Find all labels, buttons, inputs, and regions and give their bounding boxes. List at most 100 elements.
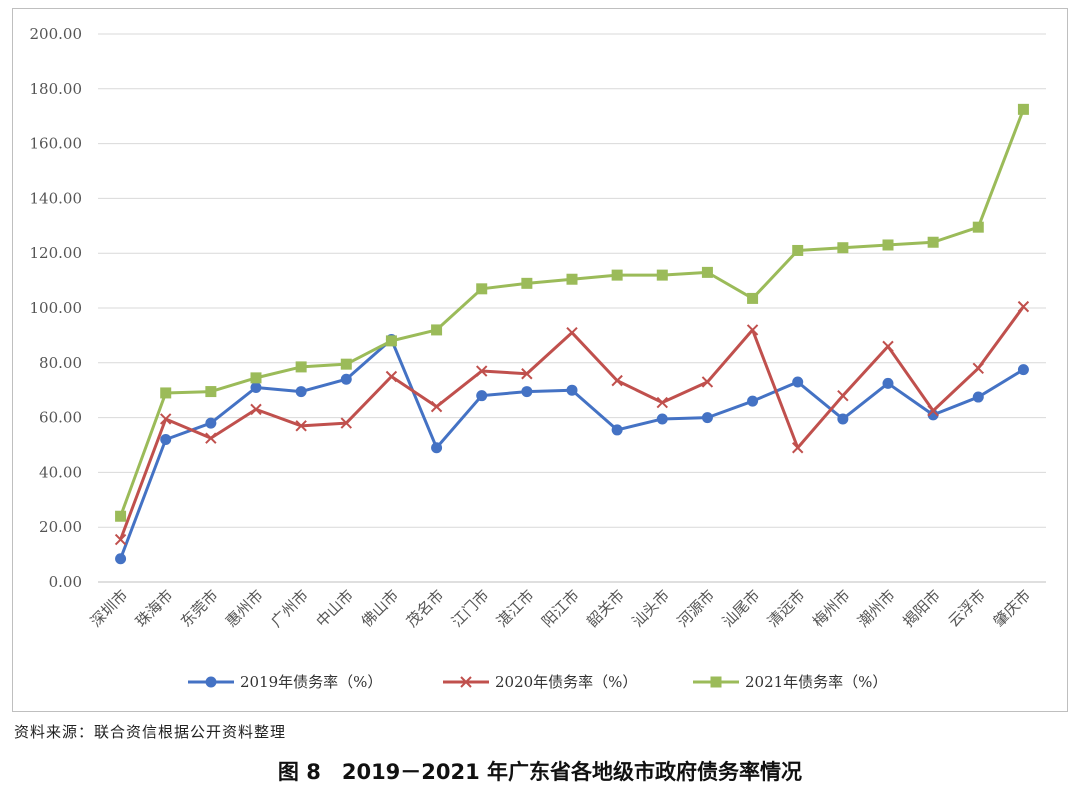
data-point [250,372,262,384]
data-point [340,373,352,385]
data-point [701,412,713,424]
legend-marker [205,676,217,688]
x-tick-label: 清远市 [764,586,809,631]
data-point [160,434,172,446]
data-point [250,381,262,393]
data-point [295,361,307,373]
legend-marker [460,676,472,688]
series-line-3 [119,108,1025,517]
source-note: 资料来源：联合资信根据公开资料整理 [14,723,287,741]
data-point [476,390,488,402]
data-point [972,221,984,233]
x-tick-label: 东莞市 [177,586,222,631]
x-tick-label: 阳江市 [538,586,583,631]
data-point [972,362,984,374]
data-point [972,391,984,403]
x-tick-label: 江门市 [448,586,493,631]
data-point [611,424,623,436]
data-point [205,386,217,398]
data-point [701,266,713,278]
data-point [1017,103,1029,115]
x-tick-label: 梅州市 [809,586,854,631]
x-tick-label: 潮州市 [854,586,899,631]
y-tick-label: 0.00 [49,573,82,591]
data-point [340,358,352,370]
x-tick-label: 广州市 [267,586,312,631]
data-point [205,417,217,429]
x-tick-label: 汕头市 [629,586,674,631]
x-tick-label: 肇庆市 [990,586,1035,631]
data-point [927,236,939,248]
data-point [385,370,398,383]
data-point [521,277,533,289]
data-point [566,326,578,339]
x-tick-label: 河源市 [674,586,719,631]
y-tick-label: 80.00 [39,354,82,372]
x-tick-label: 韶关市 [583,586,628,631]
data-point [656,413,668,425]
y-tick-label: 160.00 [30,135,83,153]
data-point [792,442,804,454]
data-point [927,405,939,417]
data-point [611,374,623,387]
data-point [295,420,307,432]
data-point [250,403,262,416]
series-line-2 [119,305,1025,541]
data-point [521,368,533,380]
y-tick-label: 40.00 [39,463,82,481]
data-point [205,432,217,444]
data-point [611,269,623,281]
legend-label: 2019年债务率（%） [240,673,382,691]
y-tick-label: 100.00 [30,299,83,317]
data-point [385,335,397,347]
data-point [747,395,759,407]
data-point [115,553,127,565]
x-tick-label: 云浮市 [945,586,990,631]
data-point [430,400,443,413]
data-point [656,396,668,409]
data-point [747,292,759,304]
chart-frame: 0.00 20.00 40.00 60.00 80.00 100.00 120.00 140.… [12,8,1068,712]
data-point [476,283,488,295]
x-tick-label: 珠海市 [132,586,177,631]
data-point [566,384,578,396]
data-point [115,510,127,522]
data-point [656,269,668,281]
data-point [340,417,352,429]
data-point [521,386,533,398]
data-point [295,386,307,398]
x-tick-label: 汕尾市 [719,586,764,631]
data-point [882,340,894,353]
x-tick-label: 湛江市 [493,586,538,631]
data-point [837,389,849,402]
data-point [566,273,578,285]
y-tick-label: 180.00 [30,80,83,98]
data-point [160,413,172,425]
x-tick-label: 深圳市 [87,586,132,631]
y-tick-label: 60.00 [39,409,82,427]
data-point [431,324,443,336]
x-tick-label: 佛山市 [358,586,403,631]
x-tick-label: 茂名市 [403,586,448,631]
data-point [476,365,488,377]
legend-label: 2021年债务率（%） [745,673,887,691]
figure-caption: 图 8 2019－2021 年广东省各地级市政府债务率情况 [277,760,803,784]
x-tick-label: 中山市 [313,586,358,631]
y-tick-label: 120.00 [30,244,83,262]
x-tick-label: 揭阳市 [899,586,944,631]
data-point [792,376,804,388]
data-point [746,324,759,336]
data-point [792,244,804,256]
data-point [837,242,849,254]
y-tick-label: 140.00 [30,189,83,207]
data-point [160,387,172,399]
data-point [837,413,849,425]
legend-marker [710,676,722,688]
legend-label: 2020年债务率（%） [495,673,637,691]
x-tick-label: 惠州市 [222,586,267,631]
data-point [882,377,894,389]
data-point [882,239,894,251]
y-tick-label: 200.00 [30,25,83,43]
data-point [114,533,127,546]
data-point [1017,300,1030,313]
